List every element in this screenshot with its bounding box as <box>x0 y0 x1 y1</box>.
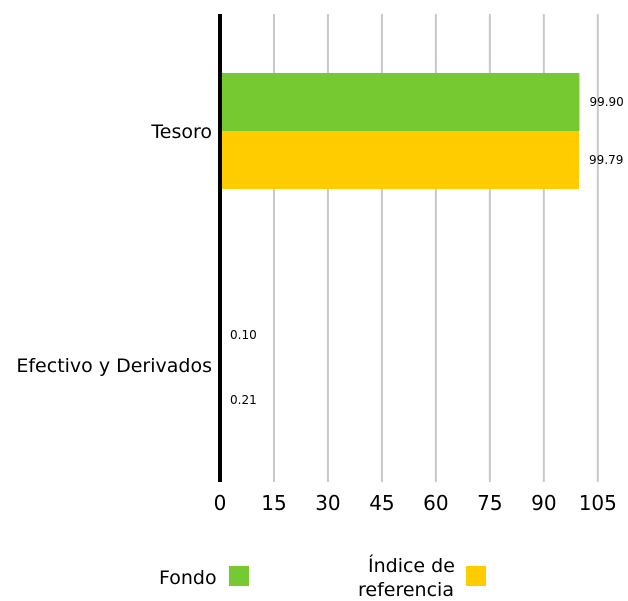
x-tick-label: 60 <box>423 491 448 515</box>
bar-1-0 <box>220 131 579 189</box>
x-tick-label: 105 <box>579 491 617 515</box>
value-label: 99.79 <box>589 153 623 167</box>
value-label: 0.10 <box>230 328 257 342</box>
x-tick-labels: 0 15 30 45 60 75 90 105 <box>214 491 617 515</box>
bar-0-0 <box>220 73 579 131</box>
x-tick-label: 75 <box>477 491 502 515</box>
category-label: Efectivo y Derivados <box>16 355 212 377</box>
value-label: 99.90 <box>589 95 623 109</box>
value-label: 0.21 <box>230 393 257 407</box>
x-tick-label: 45 <box>369 491 394 515</box>
x-tick-label: 30 <box>315 491 340 515</box>
x-tick-label: 15 <box>261 491 286 515</box>
x-tick-label: 90 <box>531 491 556 515</box>
x-tick-label: 0 <box>214 491 227 515</box>
category-labels: Tesoro Efectivo y Derivados <box>16 121 212 377</box>
category-label: Tesoro <box>150 121 212 143</box>
